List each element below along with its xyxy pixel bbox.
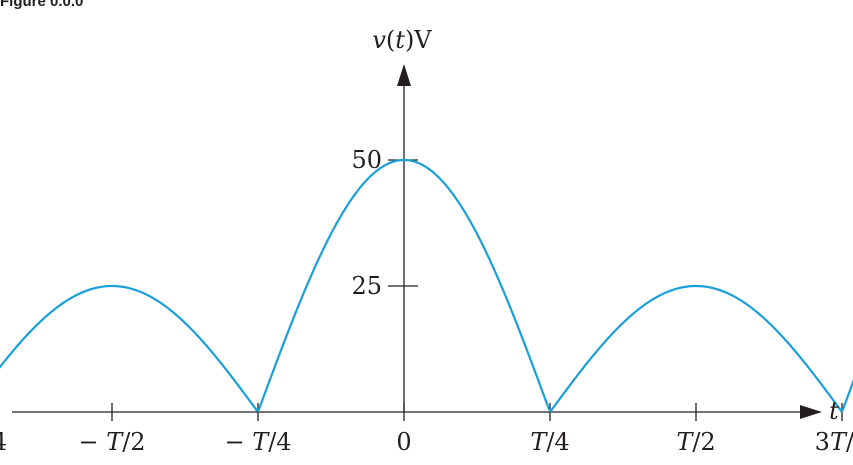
- x-axis-arrow: [800, 405, 822, 419]
- y-axis-arrow: [397, 64, 411, 86]
- x-tick-label: T/4: [530, 428, 569, 456]
- x-tick-label: − T/2: [78, 428, 145, 456]
- x-tick-label: − T/4: [224, 428, 291, 456]
- axes: [12, 64, 822, 419]
- x-tick-label: − 3T/4: [0, 428, 7, 456]
- x-tick-label: T/2: [676, 428, 715, 456]
- y-tick-label: 25: [351, 272, 382, 300]
- figure-caption: Figure 0.0.0: [0, 0, 83, 10]
- tick-marks: − T− 3T/4− T/2− T/40T/4T/23T/4T2550: [0, 146, 853, 456]
- x-tick-label: 0: [396, 428, 411, 456]
- y-axis-label: v(t)V: [372, 26, 432, 54]
- x-axis-label: t: [829, 397, 839, 425]
- series-line: [0, 158, 853, 413]
- x-tick-label: 3T/4: [815, 428, 853, 456]
